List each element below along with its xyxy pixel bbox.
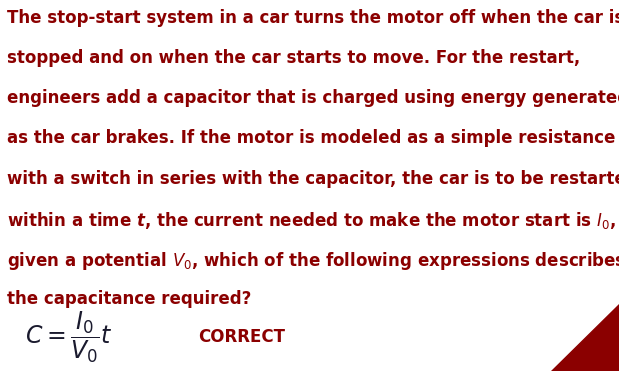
- Text: The stop-start system in a car turns the motor off when the car is: The stop-start system in a car turns the…: [7, 9, 619, 27]
- Text: with a switch in series with the capacitor, the car is to be restarted: with a switch in series with the capacit…: [7, 170, 619, 188]
- Text: engineers add a capacitor that is charged using energy generated: engineers add a capacitor that is charge…: [7, 89, 619, 108]
- Text: within a time $\boldsymbol{t}$, the current needed to make the motor start is $\: within a time $\boldsymbol{t}$, the curr…: [7, 210, 619, 231]
- Text: given a potential $\boldsymbol{V_0}$, which of the following expressions describ: given a potential $\boldsymbol{V_0}$, wh…: [7, 250, 619, 272]
- Text: as the car brakes. If the motor is modeled as a simple resistance: as the car brakes. If the motor is model…: [7, 129, 616, 148]
- Text: $C = \dfrac{I_0}{V_0}t$: $C = \dfrac{I_0}{V_0}t$: [25, 309, 113, 365]
- Text: CORRECT: CORRECT: [198, 328, 285, 346]
- Text: the capacitance required?: the capacitance required?: [7, 290, 252, 308]
- Polygon shape: [551, 304, 619, 371]
- Text: stopped and on when the car starts to move. For the restart,: stopped and on when the car starts to mo…: [7, 49, 581, 68]
